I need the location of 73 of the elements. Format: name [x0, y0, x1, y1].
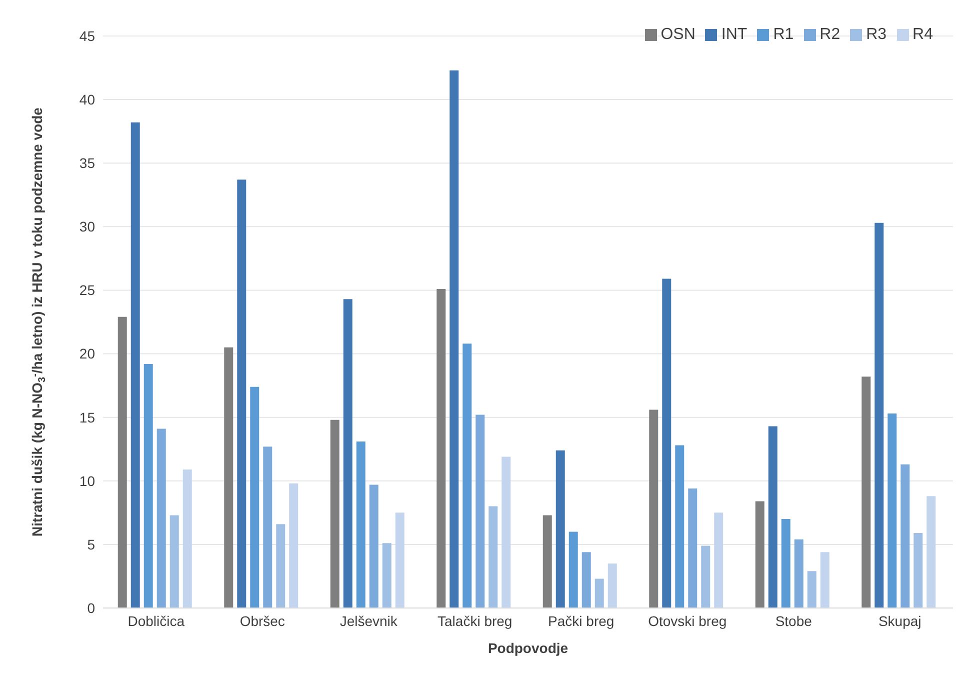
bar	[130, 122, 140, 608]
x-tick-label: Dobličica	[128, 612, 185, 629]
bar	[794, 539, 804, 608]
legend-label: R4	[912, 26, 933, 43]
bar	[914, 533, 923, 608]
bar	[276, 524, 286, 608]
bar	[755, 501, 764, 608]
bar	[224, 347, 234, 608]
y-tick-label: 45	[79, 28, 96, 44]
x-tick-label: Talački breg	[438, 612, 512, 629]
x-tick-label: Skupaj	[878, 612, 922, 629]
bar	[582, 552, 591, 608]
bar	[462, 344, 472, 608]
bar	[714, 512, 724, 608]
bar	[807, 571, 816, 608]
y-tick-label: 10	[79, 472, 96, 489]
bar	[476, 414, 485, 608]
bar	[675, 445, 684, 608]
bar	[688, 488, 698, 608]
legend-label: R1	[773, 26, 794, 43]
x-tick-label: Stobe	[775, 612, 812, 629]
bar	[289, 483, 298, 608]
x-tick-label: Pački breg	[548, 612, 614, 629]
y-tick-label: 40	[79, 92, 96, 108]
bar	[862, 376, 871, 608]
bar	[781, 519, 790, 608]
y-tick-label: 20	[79, 346, 96, 362]
bar	[118, 316, 127, 608]
bar	[926, 496, 936, 608]
bar	[568, 532, 578, 608]
bar	[356, 441, 366, 608]
bar	[237, 180, 246, 608]
y-tick-label: 35	[79, 155, 96, 172]
legend-label: R2	[820, 26, 840, 43]
bar	[263, 446, 272, 608]
bar	[608, 564, 617, 608]
bar	[649, 410, 658, 608]
bar	[820, 552, 830, 608]
bar	[662, 278, 672, 608]
bar	[488, 506, 498, 608]
legend-label: OSN	[660, 26, 696, 43]
bar	[701, 546, 710, 608]
y-tick-label: 25	[79, 282, 96, 298]
bar	[436, 288, 446, 608]
y-tick-label: 15	[79, 409, 96, 426]
bar	[900, 464, 910, 608]
bar	[330, 420, 340, 608]
bar	[542, 515, 552, 608]
bar	[594, 578, 604, 608]
bar	[343, 299, 352, 608]
bar	[874, 222, 884, 608]
legend-label: INT	[721, 26, 748, 43]
y-tick-label: 0	[87, 600, 96, 616]
x-tick-label: Otovski breg	[648, 612, 727, 629]
bar	[382, 543, 392, 608]
x-tick-label: Obršec	[240, 612, 285, 629]
bar	[556, 450, 565, 608]
bar	[369, 484, 378, 608]
bar	[768, 426, 778, 608]
x-tick-label: Jelševnik	[340, 612, 398, 629]
bar	[450, 70, 459, 608]
legend-label: R3	[866, 26, 887, 43]
bar	[502, 456, 511, 608]
y-tick-label: 30	[79, 218, 96, 235]
bar	[888, 414, 897, 608]
bar	[156, 428, 166, 608]
y-tick-label: 5	[87, 536, 96, 552]
bar	[250, 386, 260, 608]
bar	[395, 512, 404, 608]
x-axis-title: Podpovodje	[488, 640, 568, 656]
bar	[144, 364, 153, 608]
bar	[170, 515, 179, 608]
bar	[182, 469, 192, 608]
